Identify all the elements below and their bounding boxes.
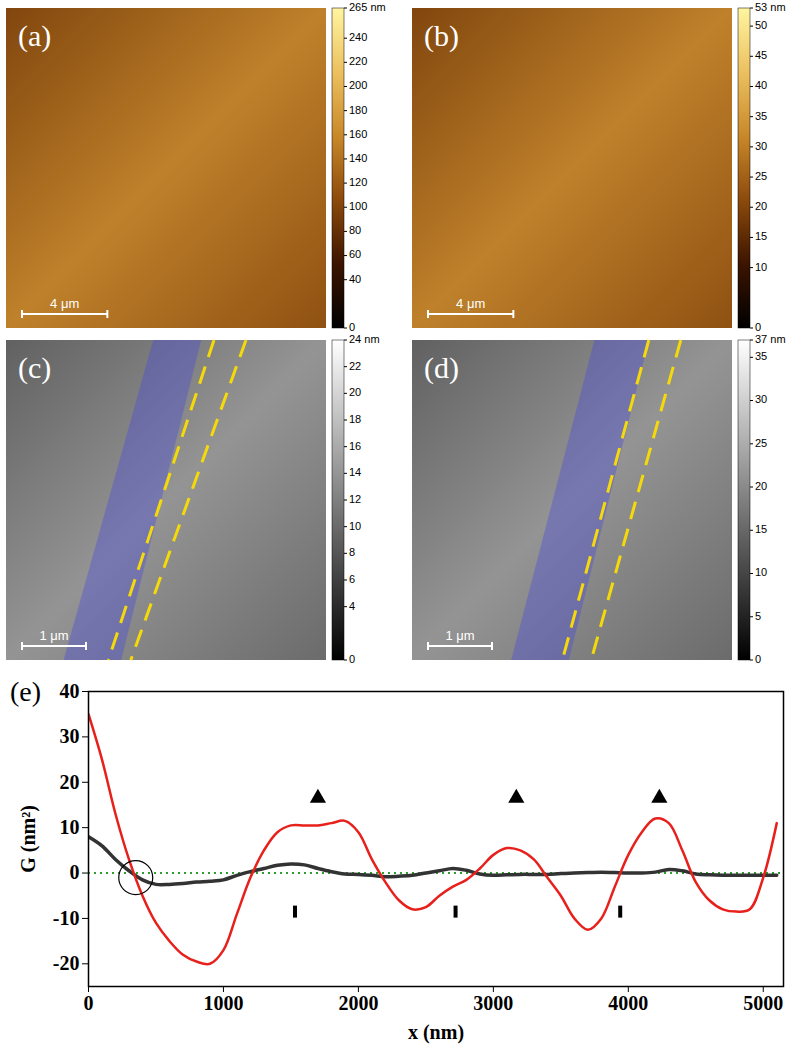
svg-text:60: 60 <box>349 248 361 260</box>
svg-text:25: 25 <box>755 437 767 449</box>
svg-text:14: 14 <box>349 466 361 478</box>
svg-text:80: 80 <box>349 224 361 236</box>
svg-text:240: 240 <box>349 31 367 43</box>
svg-text:40: 40 <box>60 680 80 702</box>
svg-text:4 μm: 4 μm <box>456 296 485 311</box>
svg-text:265 nm: 265 nm <box>349 1 386 13</box>
svg-text:2000: 2000 <box>338 992 378 1014</box>
svg-text:-10: -10 <box>53 907 80 929</box>
svg-text:10: 10 <box>755 566 767 578</box>
svg-text:200: 200 <box>349 79 367 91</box>
svg-text:4 μm: 4 μm <box>50 296 79 311</box>
svg-text:30: 30 <box>60 725 80 747</box>
svg-text:40: 40 <box>755 79 767 91</box>
svg-text:8: 8 <box>349 546 355 558</box>
svg-text:15: 15 <box>755 523 767 535</box>
svg-text:30: 30 <box>755 140 767 152</box>
svg-text:0: 0 <box>755 653 761 665</box>
svg-text:20: 20 <box>755 480 767 492</box>
svg-text:(a): (a) <box>18 19 51 53</box>
svg-text:35: 35 <box>755 110 767 122</box>
svg-text:4000: 4000 <box>608 992 648 1014</box>
svg-text:G (nm²): G (nm²) <box>17 805 40 873</box>
svg-text:20: 20 <box>755 200 767 212</box>
svg-text:120: 120 <box>349 176 367 188</box>
svg-text:0: 0 <box>349 321 355 333</box>
svg-text:45: 45 <box>755 49 767 61</box>
svg-text:5: 5 <box>755 610 761 622</box>
svg-text:15: 15 <box>755 230 767 242</box>
svg-text:18: 18 <box>349 413 361 425</box>
svg-text:140: 140 <box>349 152 367 164</box>
svg-text:37 nm: 37 nm <box>755 333 786 345</box>
svg-text:35: 35 <box>755 350 767 362</box>
svg-text:(c): (c) <box>18 351 51 385</box>
svg-text:220: 220 <box>349 55 367 67</box>
svg-text:1 μm: 1 μm <box>39 628 68 643</box>
svg-text:(b): (b) <box>424 19 459 53</box>
svg-text:10: 10 <box>60 816 80 838</box>
svg-text:1 μm: 1 μm <box>445 628 474 643</box>
svg-text:22: 22 <box>349 360 361 372</box>
svg-text:10: 10 <box>755 261 767 273</box>
svg-text:3000: 3000 <box>473 992 513 1014</box>
svg-text:100: 100 <box>349 200 367 212</box>
svg-text:20: 20 <box>349 386 361 398</box>
svg-text:(d): (d) <box>424 351 459 385</box>
svg-text:0: 0 <box>349 653 355 665</box>
svg-text:5000: 5000 <box>743 992 783 1014</box>
html-text:(e): (e) <box>10 676 42 707</box>
svg-text:4: 4 <box>349 600 355 612</box>
svg-text:1000: 1000 <box>203 992 243 1014</box>
svg-text:16: 16 <box>349 440 361 452</box>
svg-text:0: 0 <box>70 861 80 883</box>
svg-text:160: 160 <box>349 128 367 140</box>
svg-text:20: 20 <box>60 771 80 793</box>
svg-text:40: 40 <box>349 273 361 285</box>
svg-text:x (nm): x (nm) <box>408 1021 464 1044</box>
svg-text:25: 25 <box>755 170 767 182</box>
svg-text:50: 50 <box>755 19 767 31</box>
svg-text:10: 10 <box>349 520 361 532</box>
svg-text:24 nm: 24 nm <box>349 333 380 345</box>
svg-text:6: 6 <box>349 573 355 585</box>
svg-text:53 nm: 53 nm <box>755 1 786 13</box>
svg-text:0: 0 <box>84 992 94 1014</box>
svg-text:180: 180 <box>349 104 367 116</box>
svg-text:12: 12 <box>349 493 361 505</box>
svg-text:0: 0 <box>755 321 761 333</box>
svg-text:-20: -20 <box>53 952 80 974</box>
svg-text:30: 30 <box>755 393 767 405</box>
